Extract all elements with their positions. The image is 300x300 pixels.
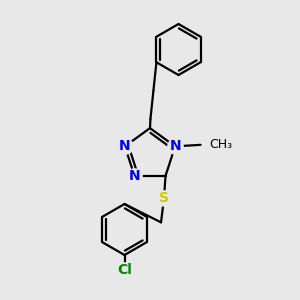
Text: S: S xyxy=(159,191,169,206)
Text: CH₃: CH₃ xyxy=(210,138,233,151)
Text: Cl: Cl xyxy=(117,263,132,277)
Text: N: N xyxy=(119,139,131,153)
Text: N: N xyxy=(129,169,140,183)
Text: N: N xyxy=(169,139,181,153)
